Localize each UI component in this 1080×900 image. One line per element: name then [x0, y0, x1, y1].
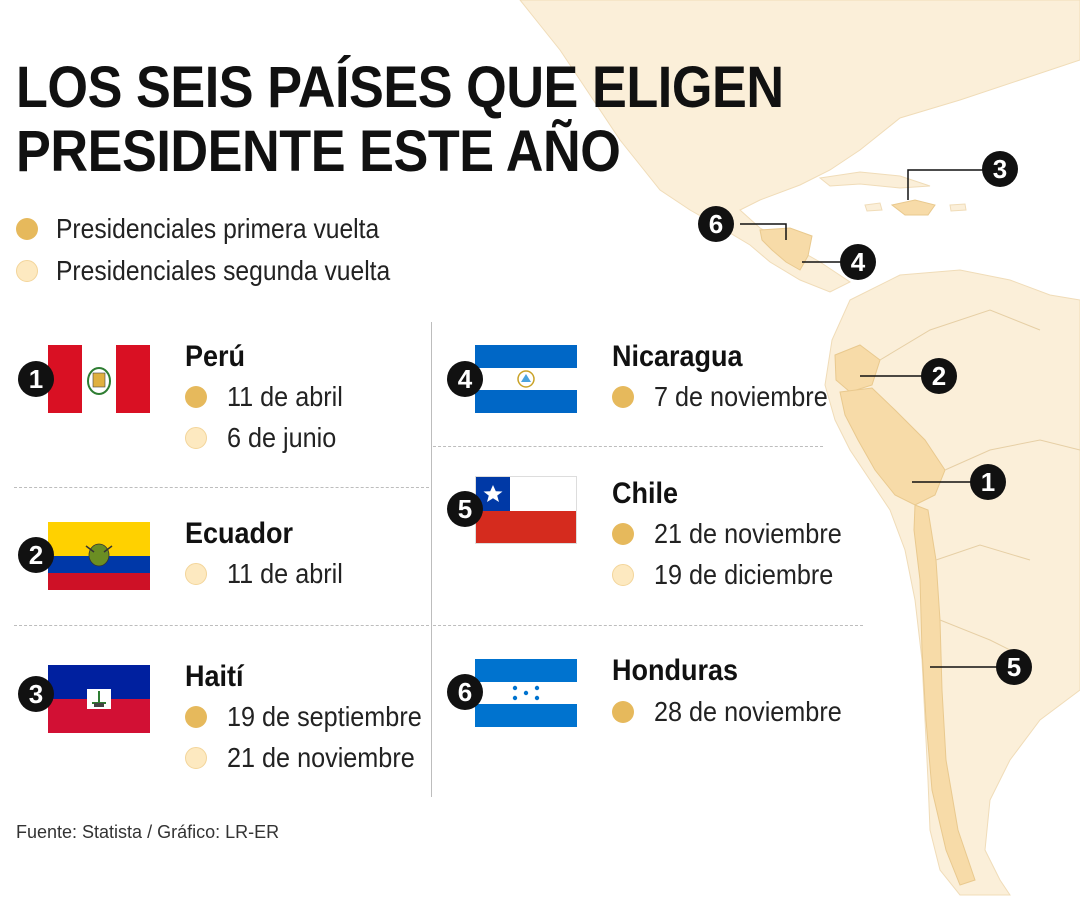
date-row: 6 de junio — [185, 422, 348, 454]
election-date: 28 de noviembre — [654, 696, 842, 727]
first-round-dot-icon — [612, 523, 634, 545]
ecuador-flag-icon — [48, 522, 150, 590]
column-divider — [431, 322, 432, 797]
nicaragua-flag-icon — [475, 345, 577, 413]
row-divider — [433, 625, 863, 626]
haiti-flag-icon — [48, 665, 150, 733]
honduras-flag-icon — [475, 659, 577, 727]
second-round-dot-icon — [185, 563, 207, 585]
country-name: Nicaragua — [612, 340, 743, 373]
country-name: Ecuador — [185, 517, 294, 550]
map-marker-ecuador: 2 — [921, 358, 957, 394]
legend-item-second-round: Presidenciales segunda vuelta — [16, 250, 436, 292]
second-round-dot-icon — [185, 747, 207, 769]
map-marker-nicaragua: 4 — [840, 244, 876, 280]
number-badge: 5 — [447, 491, 483, 527]
date-row: 28 de noviembre — [612, 696, 863, 728]
first-round-dot-icon — [185, 706, 207, 728]
chile-flag-icon — [475, 476, 577, 544]
title-line-1: LOS SEIS PAÍSES QUE ELIGEN — [16, 55, 784, 120]
map-marker-haiti: 3 — [982, 151, 1018, 187]
election-date: 7 de noviembre — [654, 381, 828, 412]
date-row: 19 de septiembre — [185, 701, 443, 733]
map-marker-chile: 5 — [996, 649, 1032, 685]
number-badge: 2 — [18, 537, 54, 573]
page-title: LOS SEIS PAÍSES QUE ELIGEN PRESIDENTE ES… — [16, 56, 784, 184]
map-marker-honduras: 6 — [698, 206, 734, 242]
row-divider — [14, 625, 429, 626]
country-name: Honduras — [612, 654, 739, 687]
first-round-dot-icon — [16, 218, 38, 240]
second-round-dot-icon — [16, 260, 38, 282]
election-date: 11 de abril — [227, 381, 343, 412]
puerto-rico-island — [949, 203, 967, 212]
second-round-dot-icon — [612, 564, 634, 586]
source-credit: Fuente: Statista / Gráfico: LR-ER — [16, 822, 280, 842]
election-date: 21 de noviembre — [654, 518, 842, 549]
date-row: 21 de noviembre — [185, 742, 436, 774]
first-round-dot-icon — [185, 386, 207, 408]
hispaniola-island — [890, 199, 936, 216]
date-row: 11 de abril — [185, 381, 356, 413]
legend-item-first-round: Presidenciales primera vuelta — [16, 208, 436, 250]
election-date: 19 de septiembre — [227, 701, 422, 732]
number-badge: 3 — [18, 676, 54, 712]
election-date: 19 de diciembre — [654, 559, 834, 590]
date-row: 11 de abril — [185, 558, 356, 590]
first-round-dot-icon — [612, 386, 634, 408]
peru-flag-icon — [48, 345, 150, 413]
first-round-dot-icon — [612, 701, 634, 723]
honduras-nicaragua-region — [759, 227, 813, 271]
map-marker-peru: 1 — [970, 464, 1006, 500]
date-row: 7 de noviembre — [612, 381, 847, 413]
number-badge: 4 — [447, 361, 483, 397]
country-name: Chile — [612, 477, 679, 510]
central-america-landmass — [519, 0, 1080, 293]
legend-label-second-round: Presidenciales segunda vuelta — [56, 255, 391, 286]
second-round-dot-icon — [185, 427, 207, 449]
legend: Presidenciales primera vuelta Presidenci… — [16, 208, 436, 292]
jamaica-island — [864, 202, 883, 212]
election-date: 11 de abril — [227, 558, 343, 589]
country-name: Haití — [185, 660, 244, 693]
election-date: 21 de noviembre — [227, 742, 415, 773]
row-divider — [14, 487, 429, 488]
title-line-2: PRESIDENTE ESTE AÑO — [16, 119, 621, 184]
peru-region — [839, 387, 946, 506]
election-date: 6 de junio — [227, 422, 337, 453]
date-row: 19 de diciembre — [612, 559, 853, 591]
number-badge: 6 — [447, 674, 483, 710]
legend-label-first-round: Presidenciales primera vuelta — [56, 213, 380, 244]
number-badge: 1 — [18, 361, 54, 397]
ecuador-region — [834, 344, 881, 393]
date-row: 21 de noviembre — [612, 518, 863, 550]
chile-region — [913, 504, 976, 886]
country-name: Perú — [185, 340, 246, 373]
row-divider — [433, 446, 823, 447]
cuba-island — [818, 171, 931, 189]
